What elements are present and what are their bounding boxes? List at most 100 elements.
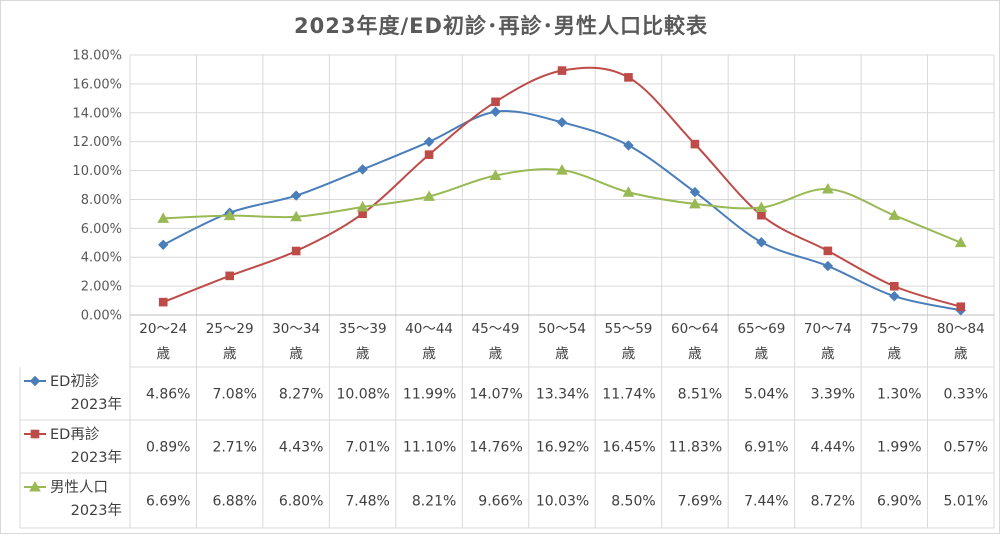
table-cell: 5.01% (944, 494, 988, 510)
table-cell: 3.39% (811, 387, 855, 403)
data-point (556, 164, 568, 175)
x-tick-label: 20～24 (139, 321, 187, 337)
data-point (423, 190, 435, 201)
legend-key-marker (29, 480, 41, 492)
table-cell: 8.21% (412, 494, 456, 510)
x-tick-label: 40～44 (405, 321, 453, 337)
table-cell: 14.76% (469, 440, 522, 456)
legend-label-year: 2023年 (71, 502, 122, 519)
data-point (756, 236, 767, 248)
series-lines (162, 66, 962, 312)
x-tick-label: 80～84 (937, 321, 985, 337)
table-cell: 6.69% (146, 494, 190, 510)
x-tick-label: 50～54 (538, 321, 586, 337)
x-tick-label: 25～29 (206, 321, 254, 337)
y-tick-label: 8.00% (81, 193, 122, 208)
data-point (689, 186, 701, 198)
table-cell: 10.03% (536, 494, 589, 510)
data-point (291, 246, 301, 256)
table-cell: 13.34% (536, 387, 589, 403)
table-cell: 4.43% (279, 440, 323, 456)
data-point (424, 150, 434, 159)
x-tick-label-unit: 歳 (156, 346, 170, 362)
series-line-1 (162, 110, 961, 312)
table-cell: 7.08% (212, 387, 256, 403)
x-tick-label: 60～64 (671, 321, 719, 337)
data-point (623, 140, 634, 151)
x-tick-label-unit: 歳 (223, 346, 237, 362)
data-table: 20～24 歳 25～29 歳 30～34 歳 35～39 歳 40～44 歳 45～49 歳 50～5… (19, 321, 994, 529)
table-cell: 1.30% (877, 387, 921, 403)
data-point (624, 73, 633, 82)
table-cell: 5.04% (744, 387, 788, 403)
table-cell: 9.66% (478, 494, 522, 510)
table-cell: 6.91% (744, 440, 788, 456)
legend-key-marker (29, 375, 41, 387)
data-point (823, 246, 833, 256)
legend-key-marker (30, 429, 40, 439)
data-point (290, 190, 302, 201)
data-point (689, 197, 701, 209)
data-point (889, 291, 900, 302)
data-point (157, 212, 170, 223)
table-cell: 7.69% (678, 494, 722, 510)
table-cell: 11.74% (602, 387, 655, 403)
x-tick-label-unit: 歳 (755, 346, 769, 362)
x-tick-label: 45～49 (472, 321, 520, 337)
data-point (357, 164, 368, 175)
data-point (757, 210, 766, 220)
table-cell: 14.07% (469, 387, 522, 403)
table-cell: 4.44% (811, 440, 855, 456)
table-cell: 4.86% (146, 387, 190, 403)
x-tick-label: 65～69 (737, 321, 785, 337)
x-tick-label-unit: 歳 (821, 346, 835, 362)
data-point (491, 97, 500, 107)
x-tick-label: 75～79 (870, 321, 918, 337)
x-tick-label: 55～59 (605, 321, 653, 337)
legend-label: 男性人口 (50, 479, 108, 496)
table-cell: 7.44% (744, 494, 788, 510)
table-cell: 16.45% (602, 440, 655, 456)
data-point (356, 200, 369, 212)
y-tick-label: 4.00% (81, 251, 122, 266)
table-cell: 8.27% (279, 387, 323, 403)
table-cell: 6.80% (279, 494, 323, 510)
data-point (822, 260, 834, 272)
table-cell: 10.08% (336, 387, 389, 403)
y-tick-label: 10.00% (72, 164, 122, 179)
legend-label-year: 2023年 (71, 396, 122, 413)
table-cell: 0.89% (146, 440, 190, 456)
y-tick-label: 2.00% (81, 280, 122, 295)
data-point (956, 302, 966, 312)
data-point (489, 169, 502, 180)
table-cell: 6.88% (212, 494, 256, 510)
table-cell: 8.51% (678, 387, 722, 403)
data-point (622, 186, 635, 197)
table-cell: 0.57% (944, 440, 988, 456)
data-point (556, 117, 568, 128)
data-point (821, 183, 834, 194)
chart-title: 2023年度/ED初診･再診･男性人口比較表 (294, 14, 708, 38)
y-axis-ticks: 0.00% 2.00% 4.00% 6.00% 8.00% 10.00% 12.00% 14.… (72, 49, 122, 324)
table-cell: 11.83% (669, 440, 722, 456)
data-point (888, 209, 901, 220)
data-point (423, 136, 435, 148)
data-point (225, 271, 234, 281)
table-cell: 7.48% (345, 494, 389, 510)
y-tick-label: 6.00% (81, 222, 122, 237)
x-tick-label-unit: 歳 (356, 346, 370, 362)
legend-label: ED初診 (50, 373, 100, 390)
y-tick-label: 16.00% (72, 77, 122, 92)
grid-layer (129, 54, 995, 528)
x-tick-label-unit: 歳 (954, 346, 968, 362)
table-cell: 11.99% (403, 387, 456, 403)
x-tick-label-unit: 歳 (688, 346, 702, 362)
table-cell: 11.10% (403, 440, 456, 456)
data-point (223, 209, 236, 221)
table-cell: 2.71% (212, 440, 256, 456)
data-point (557, 66, 567, 75)
legend-label: ED再診 (50, 426, 100, 443)
data-point (490, 106, 501, 117)
